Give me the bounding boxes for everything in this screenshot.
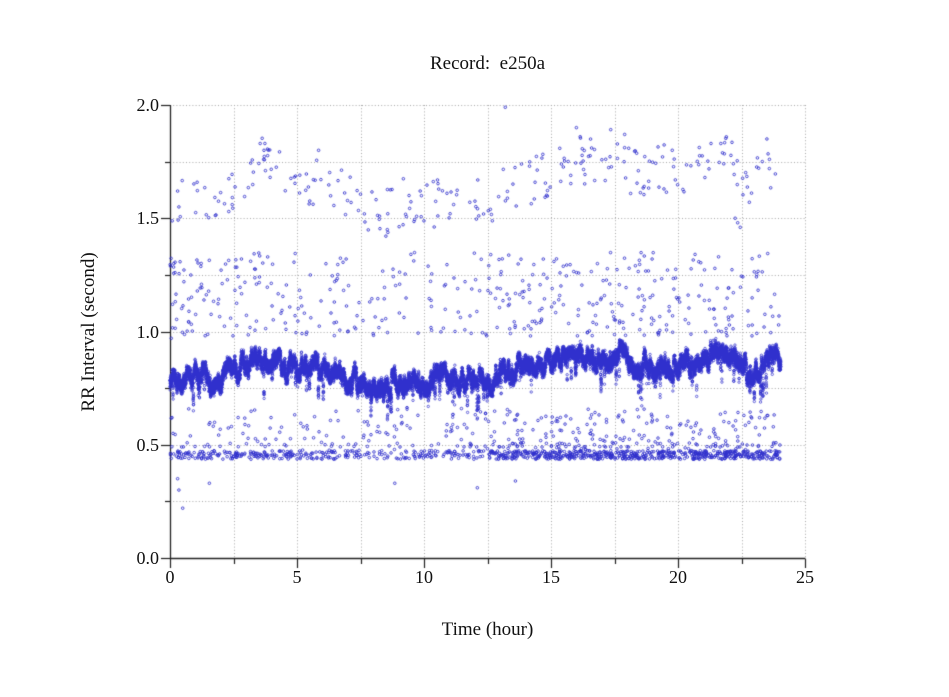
x-tick-label: 15: [542, 567, 560, 587]
y-tick-label: 2.0: [136, 95, 160, 115]
y-tick-label: 1.5: [136, 208, 160, 229]
y-axis-title: RR Interval (second): [78, 252, 99, 412]
y-tick-label: 0.5: [136, 434, 160, 455]
x-tick-label: 5: [292, 567, 302, 587]
y-tick-label: 0.0: [136, 548, 160, 568]
chart-title: Record: e250a: [429, 53, 545, 74]
x-axis-title: Time (hour): [441, 619, 534, 640]
x-tick-label: 20: [669, 567, 687, 587]
y-tick-label: 1.0: [136, 321, 160, 342]
x-tick-label: 10: [415, 567, 433, 587]
x-tick-label: 25: [796, 567, 814, 587]
x-tick-label: 0: [165, 567, 175, 587]
